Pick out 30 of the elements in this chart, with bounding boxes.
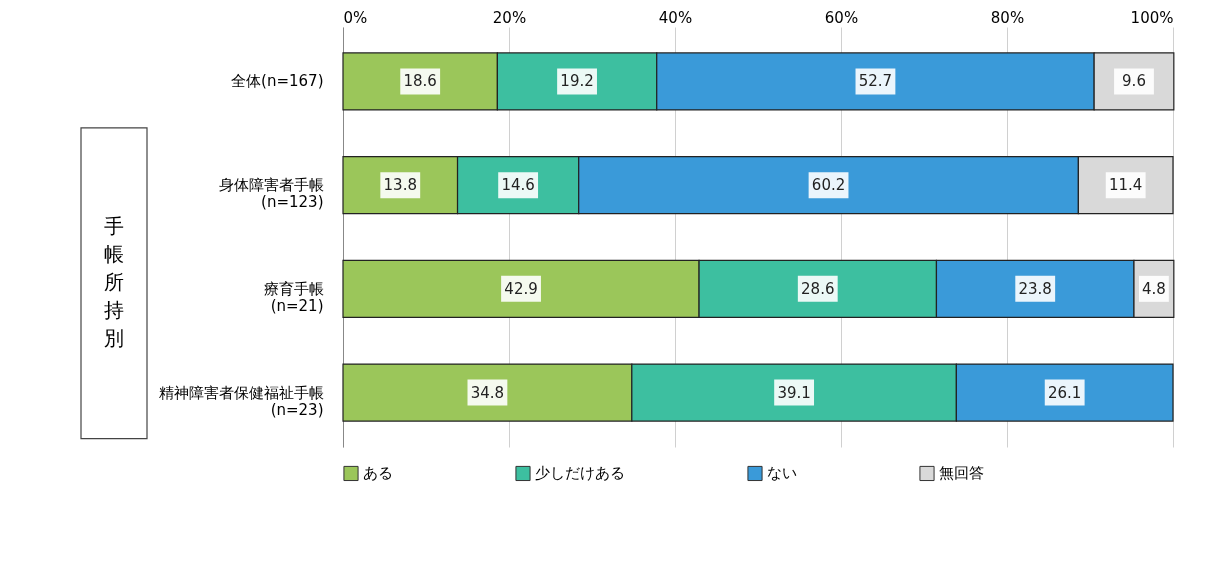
data-label: 39.1 [777,383,811,402]
y-tick-label: 全体(n=167) [231,72,324,91]
legend-label: 無回答 [939,464,984,483]
x-tick-label: 0% [343,8,368,27]
data-label: 11.4 [1108,176,1143,195]
data-label: 28.6 [801,279,835,298]
data-label: 4.8 [1141,279,1166,298]
data-label: 60.2 [811,176,846,195]
text: 手帳所持別 [104,214,124,351]
legend-label: 少しだけある [535,464,625,483]
y-tick-label: 療育手帳 (n=21) [263,279,324,315]
x-tick-label: 20% [492,8,527,27]
data-label: 26.1 [1047,383,1082,402]
data-label: 18.6 [403,72,437,91]
x-tick-label: 100% [1130,8,1174,27]
data-label: 9.6 [1122,72,1146,91]
x-tick-label: 60% [824,8,859,27]
data-label: 13.8 [383,176,417,195]
data-label: 19.2 [560,72,594,91]
data-label: 23.8 [1018,279,1052,298]
legend-label: ない [767,464,797,483]
data-label: 42.9 [504,279,538,298]
data-label: 52.7 [858,72,893,91]
y-tick-label: 精神障害者保健福祉手帳 (n=23) [158,383,324,419]
x-tick-label: 40% [658,8,693,27]
data-label: 14.6 [501,176,535,195]
data-label: 34.8 [470,383,505,402]
legend-label: ある [363,464,393,483]
x-tick-label: 80% [990,8,1025,27]
y-tick-label: 身体障害者手帳 (n=123) [218,176,324,212]
